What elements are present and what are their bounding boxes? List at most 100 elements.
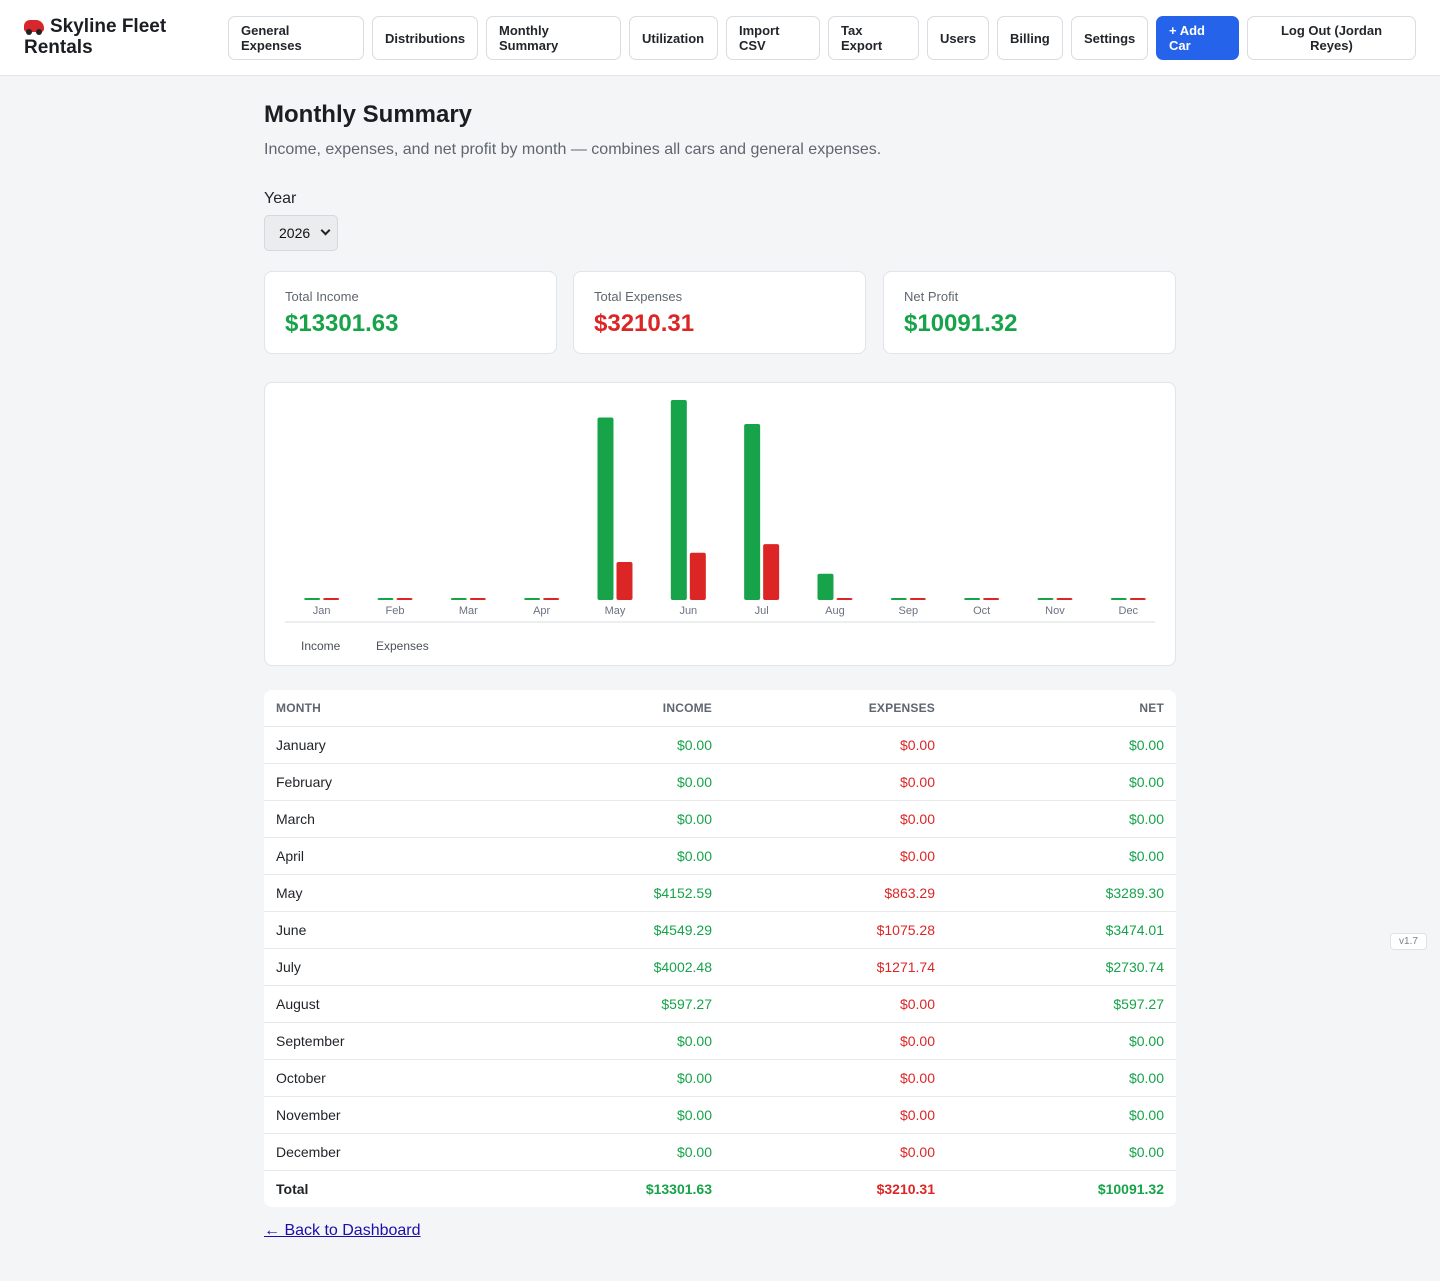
month-cell: July bbox=[264, 948, 514, 986]
expenses-bar bbox=[323, 598, 340, 600]
version-badge: v1.7 bbox=[1390, 933, 1427, 950]
net-profit-value: $10091.32 bbox=[904, 310, 1018, 337]
nav-users-button[interactable]: Users bbox=[927, 16, 989, 60]
year-select[interactable]: 2026 bbox=[264, 215, 338, 251]
table-header-row: Month Income Expenses Net bbox=[264, 690, 1176, 727]
brand-name: Skyline Fleet Rentals bbox=[24, 16, 167, 58]
expenses-cell: $1271.74 bbox=[724, 948, 947, 986]
x-tick-label: May bbox=[605, 605, 626, 617]
expenses-cell: $863.29 bbox=[724, 874, 947, 912]
expenses-bar bbox=[836, 598, 853, 600]
table-row: November $0.00 $0.00 $0.00 bbox=[264, 1096, 1176, 1134]
expenses-bar bbox=[1129, 598, 1146, 600]
x-tick-label: Jun bbox=[679, 605, 697, 617]
nav-import-csv-button[interactable]: Import CSV bbox=[726, 16, 820, 60]
expenses-bar bbox=[689, 552, 706, 600]
month-cell: May bbox=[264, 874, 514, 912]
income-bar bbox=[304, 598, 321, 600]
back-to-dashboard-link[interactable]: ← Back to Dashboard bbox=[264, 1222, 421, 1239]
net-cell: $3289.30 bbox=[947, 874, 1176, 912]
table-total-row: Total $13301.63 $3210.31 $10091.32 bbox=[264, 1170, 1176, 1207]
expenses-cell: $0.00 bbox=[724, 837, 947, 875]
table-row: October $0.00 $0.00 $0.00 bbox=[264, 1059, 1176, 1097]
page-subtitle: Income, expenses, and net profit by mont… bbox=[264, 141, 882, 158]
nav-settings-button[interactable]: Settings bbox=[1071, 16, 1148, 60]
income-bar bbox=[890, 598, 907, 600]
net-cell: $597.27 bbox=[947, 985, 1176, 1023]
month-cell: September bbox=[264, 1022, 514, 1060]
legend-expenses: Expenses bbox=[376, 639, 429, 653]
table-row: August $597.27 $0.00 $597.27 bbox=[264, 985, 1176, 1023]
nav-utilization-button[interactable]: Utilization bbox=[629, 16, 718, 60]
income-cell: $0.00 bbox=[514, 726, 724, 764]
income-bar bbox=[1110, 598, 1127, 600]
net-cell: $0.00 bbox=[947, 800, 1176, 838]
income-bar bbox=[670, 400, 687, 600]
month-cell: March bbox=[264, 800, 514, 838]
month-cell: October bbox=[264, 1059, 514, 1097]
income-bar bbox=[964, 598, 981, 600]
income-cell: $13301.63 bbox=[645, 1180, 712, 1197]
income-cell: $4152.59 bbox=[514, 874, 724, 912]
nav-monthly-summary-button[interactable]: Monthly Summary bbox=[486, 16, 621, 60]
col-net-header: Net bbox=[947, 690, 1176, 727]
month-cell: Total bbox=[276, 1180, 309, 1197]
legend-income: Income bbox=[301, 639, 341, 653]
expenses-bar bbox=[1056, 598, 1073, 600]
month-cell: January bbox=[264, 726, 514, 764]
month-cell: December bbox=[264, 1133, 514, 1171]
logout-button[interactable]: Log Out (Jordan Reyes) bbox=[1247, 16, 1416, 60]
total-expenses-value: $3210.31 bbox=[594, 310, 695, 337]
expenses-bar bbox=[909, 598, 926, 600]
table-row: December $0.00 $0.00 $0.00 bbox=[264, 1133, 1176, 1171]
total-expenses-label: Total Expenses bbox=[594, 289, 683, 304]
expenses-cell: $0.00 bbox=[724, 1096, 947, 1134]
table-row: June $4549.29 $1075.28 $3474.01 bbox=[264, 911, 1176, 949]
expenses-cell: $0.00 bbox=[724, 1022, 947, 1060]
nav-tax-export-button[interactable]: Tax Export bbox=[828, 16, 919, 60]
brand-logo[interactable]: Skyline Fleet Rentals bbox=[24, 16, 204, 58]
expenses-bar bbox=[616, 562, 633, 600]
total-expenses-card: Total Expenses $3210.31 bbox=[573, 271, 866, 354]
nav-distributions-button[interactable]: Distributions bbox=[372, 16, 478, 60]
page-title: Monthly Summary bbox=[264, 101, 473, 128]
expenses-cell: $0.00 bbox=[724, 800, 947, 838]
expenses-bar bbox=[983, 598, 1000, 600]
net-cell: $0.00 bbox=[947, 1059, 1176, 1097]
expenses-bar bbox=[543, 598, 560, 600]
month-cell: April bbox=[264, 837, 514, 875]
expenses-cell: $0.00 bbox=[724, 726, 947, 764]
expenses-cell: $1075.28 bbox=[724, 911, 947, 949]
expenses-bar bbox=[396, 598, 413, 600]
monthly-summary-table: Month Income Expenses Net January $0.00 $0… bbox=[264, 690, 1176, 1207]
income-cell: $0.00 bbox=[514, 1022, 724, 1060]
net-cell: $3474.01 bbox=[947, 911, 1176, 949]
total-income-label: Total Income bbox=[285, 289, 359, 304]
income-cell: $4002.48 bbox=[514, 948, 724, 986]
x-tick-label: Dec bbox=[1119, 605, 1139, 617]
nav-billing-button[interactable]: Billing bbox=[997, 16, 1063, 60]
table-row: July $4002.48 $1271.74 $2730.74 bbox=[264, 948, 1176, 986]
table-row: January $0.00 $0.00 $0.00 bbox=[264, 726, 1176, 764]
income-bar bbox=[450, 598, 467, 600]
col-month-header: Month bbox=[264, 690, 514, 727]
nav-general-expenses-button[interactable]: General Expenses bbox=[228, 16, 364, 60]
income-bar bbox=[377, 598, 394, 600]
net-cell: $2730.74 bbox=[947, 948, 1176, 986]
income-cell: $0.00 bbox=[514, 1059, 724, 1097]
income-cell: $4549.29 bbox=[514, 911, 724, 949]
net-cell: $0.00 bbox=[947, 763, 1176, 801]
car-icon bbox=[24, 20, 44, 35]
col-income-header: Income bbox=[514, 690, 724, 727]
income-bar bbox=[817, 573, 834, 600]
col-expenses-header: Expenses bbox=[724, 690, 947, 727]
income-bar bbox=[597, 417, 614, 600]
expenses-bar bbox=[763, 544, 780, 600]
x-tick-label: Jul bbox=[755, 605, 769, 617]
income-bar bbox=[1037, 598, 1054, 600]
add-car-button[interactable]: + Add Car bbox=[1156, 16, 1239, 60]
expenses-cell: $3210.31 bbox=[876, 1180, 935, 1197]
income-bar bbox=[524, 598, 541, 600]
x-tick-label: Mar bbox=[459, 605, 478, 617]
x-tick-label: Nov bbox=[1045, 605, 1065, 617]
